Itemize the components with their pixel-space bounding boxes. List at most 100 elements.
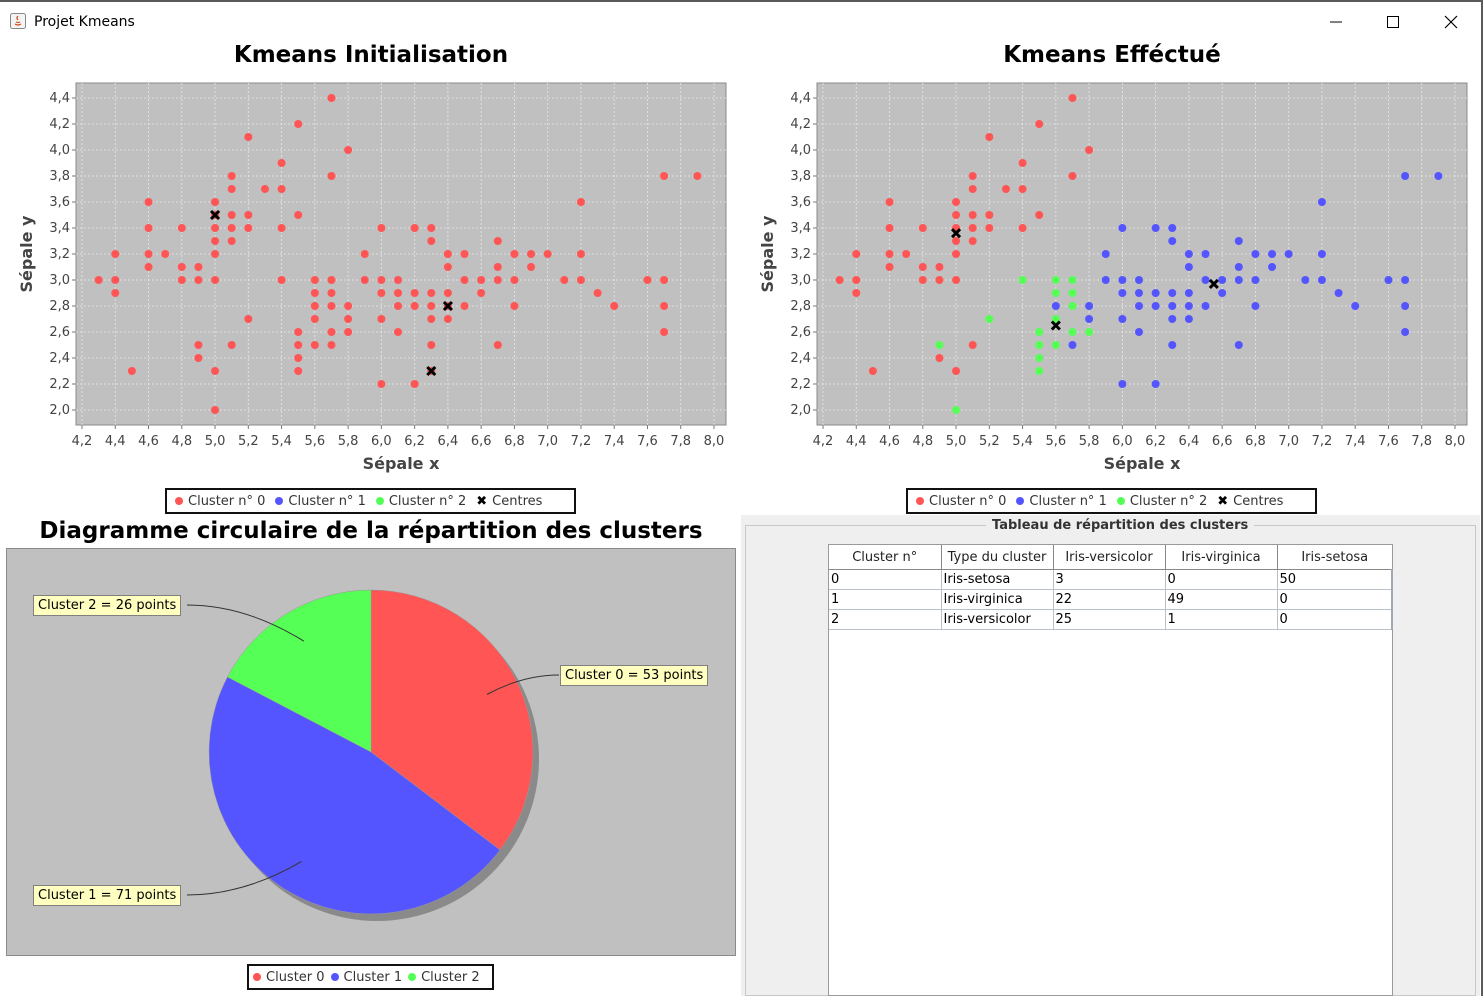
x-tick-label: 4,2 — [813, 434, 834, 449]
table-cell[interactable]: 3 — [1052, 569, 1166, 590]
data-point-cluster0 — [576, 250, 585, 258]
table-scrollpane[interactable]: Cluster n° Type du cluster Iris-versicol… — [828, 544, 1393, 996]
data-point-cluster0 — [377, 276, 386, 284]
table-cell[interactable]: 22 — [1052, 589, 1166, 610]
table-cell[interactable]: 25 — [1052, 609, 1166, 630]
data-point-cluster0 — [477, 276, 486, 284]
data-point-cluster0 — [427, 224, 436, 232]
table-cell[interactable]: 0 — [829, 569, 942, 590]
data-point-cluster1 — [1101, 276, 1110, 284]
data-point-cluster1 — [1168, 224, 1177, 232]
data-point-cluster0 — [410, 289, 419, 297]
x-tick-label: 6,0 — [1112, 434, 1133, 449]
data-point-cluster0 — [935, 354, 944, 362]
x-tick-label: 5,4 — [1012, 434, 1033, 449]
table-row[interactable]: 2 Iris-versicolor 25 1 0 — [829, 609, 1393, 630]
data-point-cluster0 — [427, 341, 436, 349]
table-cell[interactable]: 0 — [1164, 569, 1278, 590]
data-point-cluster0 — [527, 263, 536, 271]
y-axis-label: Sépale y — [758, 215, 777, 293]
done-chart-title: Kmeans Efféctué — [1003, 42, 1221, 68]
data-point-cluster0 — [510, 302, 519, 310]
table-cell[interactable]: 49 — [1164, 589, 1278, 610]
data-point-cluster0 — [968, 211, 977, 219]
data-point-cluster0 — [310, 276, 319, 284]
x-axis-label: Sépale x — [363, 454, 441, 473]
legend-cluster2: Cluster n° 2 — [372, 494, 466, 509]
data-point-cluster0 — [1068, 172, 1077, 180]
x-tick-label: 6,4 — [438, 434, 459, 449]
x-tick-label: 6,2 — [404, 434, 425, 449]
column-header[interactable]: Iris-virginica — [1165, 545, 1278, 570]
column-header[interactable]: Cluster n° — [829, 545, 942, 570]
repartition-table-panel: Tableau de répartition des clusters Clus… — [741, 515, 1480, 996]
data-point-cluster0 — [194, 263, 203, 271]
pie-legend-cluster1: Cluster 1 — [330, 970, 402, 985]
y-tick-label: 2,6 — [790, 325, 811, 340]
close-button[interactable] — [1428, 8, 1474, 36]
data-point-cluster0 — [177, 276, 186, 284]
table-row[interactable]: 1 Iris-virginica 22 49 0 — [829, 589, 1393, 610]
legend-cluster1-label: Cluster n° 1 — [288, 493, 366, 509]
y-tick-label: 2,6 — [49, 325, 70, 340]
column-header[interactable]: Iris-versicolor — [1053, 545, 1166, 570]
data-point-cluster0 — [952, 198, 961, 206]
data-point-cluster0 — [327, 341, 336, 349]
x-tick-label: 7,8 — [1411, 434, 1432, 449]
data-point-cluster1 — [1234, 341, 1243, 349]
repartition-table[interactable]: Cluster n° Type du cluster Iris-versicol… — [829, 545, 1393, 630]
y-tick-label: 4,2 — [49, 117, 70, 132]
data-point-cluster0 — [144, 263, 153, 271]
data-point-cluster2 — [1068, 302, 1077, 310]
data-point-cluster1 — [1135, 276, 1143, 284]
legend-centres-label: Centres — [492, 493, 543, 509]
maximize-button[interactable] — [1370, 8, 1416, 36]
column-header[interactable]: Iris-setosa — [1277, 545, 1392, 570]
data-point-cluster1 — [1268, 263, 1277, 271]
table-cell[interactable]: 1 — [1164, 609, 1278, 630]
data-point-cluster0 — [144, 224, 153, 232]
data-point-cluster2 — [1068, 276, 1077, 284]
centre-marker — [426, 365, 437, 377]
data-point-cluster1 — [1201, 250, 1210, 258]
data-point-cluster0 — [493, 276, 502, 284]
table-row[interactable]: 0 Iris-setosa 3 0 50 — [829, 569, 1393, 590]
table-cell[interactable]: Iris-versicolor — [940, 609, 1054, 630]
data-point-cluster0 — [394, 289, 402, 297]
data-point-cluster0 — [394, 276, 402, 284]
data-point-cluster0 — [852, 289, 861, 297]
data-point-cluster0 — [1018, 159, 1027, 167]
table-cell[interactable]: 0 — [1276, 609, 1393, 630]
table-cell[interactable]: 50 — [1276, 569, 1393, 590]
data-point-cluster0 — [885, 263, 894, 271]
pie-leader-line — [186, 604, 305, 642]
minimize-button[interactable] — [1313, 8, 1359, 36]
legend-cluster2-label: Cluster n° 2 — [1129, 493, 1208, 509]
data-point-cluster2 — [1051, 289, 1060, 297]
green-dot-icon — [375, 497, 384, 505]
y-tick-label: 3,4 — [790, 221, 811, 236]
data-point-cluster0 — [443, 315, 452, 323]
table-cell[interactable]: 2 — [829, 609, 942, 630]
data-point-cluster0 — [294, 367, 303, 375]
data-point-cluster0 — [294, 354, 303, 362]
table-cell[interactable]: Iris-virginica — [940, 589, 1054, 610]
y-tick-label: 2,2 — [790, 377, 811, 392]
data-point-cluster0 — [1018, 185, 1027, 193]
legend-cluster0-label: Cluster n° 0 — [929, 493, 1007, 509]
data-point-cluster1 — [1184, 302, 1193, 310]
x-tick-label: 5,0 — [946, 434, 967, 449]
y-tick-label: 4,4 — [49, 91, 70, 106]
column-header[interactable]: Type du cluster — [941, 545, 1054, 570]
table-cell[interactable]: 1 — [829, 589, 942, 610]
data-point-cluster0 — [443, 263, 452, 271]
table-cell[interactable]: Iris-setosa — [940, 569, 1054, 590]
table-cell[interactable]: 0 — [1276, 589, 1393, 610]
data-point-cluster0 — [985, 224, 994, 232]
data-point-cluster0 — [443, 289, 452, 297]
data-point-cluster0 — [952, 237, 961, 245]
data-point-cluster0 — [327, 94, 336, 102]
data-point-cluster1 — [1251, 276, 1260, 284]
data-point-cluster1 — [1401, 172, 1410, 180]
data-point-cluster0 — [227, 172, 236, 180]
